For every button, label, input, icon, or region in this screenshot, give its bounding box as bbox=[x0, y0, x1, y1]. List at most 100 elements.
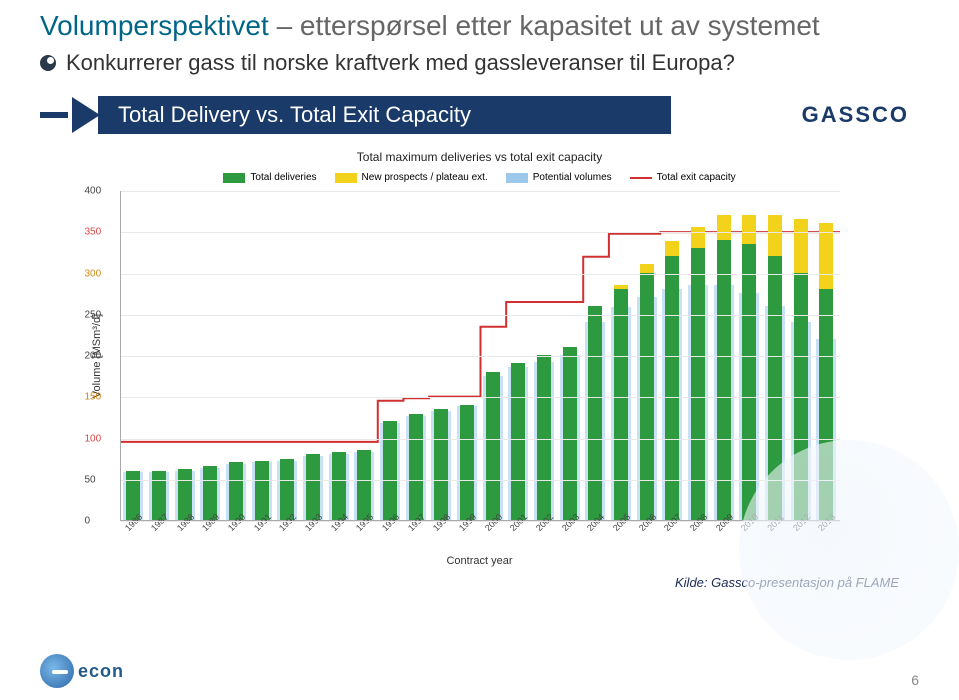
gridline bbox=[121, 521, 840, 522]
y-tick-label: 250 bbox=[85, 309, 102, 320]
new-prospects-seg bbox=[742, 215, 756, 244]
total-deliveries-seg bbox=[537, 355, 551, 520]
chart-title: Total maximum deliveries vs total exit c… bbox=[40, 150, 919, 164]
y-tick-label: 0 bbox=[85, 516, 91, 527]
y-tick-label: 200 bbox=[85, 351, 102, 362]
stacked-bar bbox=[563, 347, 577, 520]
new-prospects-seg bbox=[768, 215, 782, 256]
total-deliveries-seg bbox=[742, 244, 756, 520]
stacked-bar bbox=[717, 215, 731, 520]
stacked-bar bbox=[640, 264, 654, 520]
stacked-bar bbox=[537, 355, 551, 520]
stacked-bar bbox=[229, 462, 243, 520]
gridline bbox=[121, 315, 840, 316]
total-deliveries-seg bbox=[383, 421, 397, 520]
arrow-tail-icon bbox=[40, 112, 68, 118]
legend-label: New prospects / plateau ext. bbox=[362, 172, 488, 183]
legend-label: Potential volumes bbox=[533, 172, 612, 183]
legend-swatch bbox=[223, 173, 245, 183]
legend-swatch bbox=[506, 173, 528, 183]
total-deliveries-seg bbox=[409, 414, 423, 520]
chart: Total maximum deliveries vs total exit c… bbox=[40, 150, 919, 567]
stacked-bar bbox=[768, 215, 782, 520]
title-sub: – etterspørsel etter kapasitet ut av sys… bbox=[277, 10, 820, 41]
bullet-row: Konkurrerer gass til norske kraftverk me… bbox=[40, 50, 919, 76]
y-tick-label: 50 bbox=[85, 474, 96, 485]
legend-item: New prospects / plateau ext. bbox=[335, 172, 488, 183]
stacked-bar bbox=[614, 285, 628, 520]
total-deliveries-seg bbox=[614, 289, 628, 520]
gridline bbox=[121, 397, 840, 398]
title-main: Volumperspektivet bbox=[40, 10, 269, 41]
gridline bbox=[121, 274, 840, 275]
total-deliveries-seg bbox=[357, 450, 371, 520]
y-tick-label: 300 bbox=[85, 268, 102, 279]
banner-left: Total Delivery vs. Total Exit Capacity bbox=[40, 90, 671, 140]
legend: Total deliveries New prospects / plateau … bbox=[40, 172, 919, 183]
total-deliveries-seg bbox=[306, 454, 320, 520]
new-prospects-seg bbox=[794, 219, 808, 273]
legend-label: Total exit capacity bbox=[657, 172, 736, 183]
stacked-bar bbox=[357, 450, 371, 520]
econ-glyph-icon bbox=[40, 654, 74, 688]
total-deliveries-seg bbox=[511, 363, 525, 520]
stacked-bar bbox=[383, 421, 397, 520]
legend-swatch bbox=[335, 173, 357, 183]
total-deliveries-seg bbox=[255, 461, 269, 520]
stacked-bar bbox=[588, 306, 602, 521]
y-tick-label: 350 bbox=[85, 227, 102, 238]
stacked-bar bbox=[742, 215, 756, 520]
footer: econ 6 bbox=[40, 654, 919, 688]
total-deliveries-seg bbox=[332, 452, 346, 520]
new-prospects-seg bbox=[640, 264, 654, 272]
gridline bbox=[121, 232, 840, 233]
stacked-bar bbox=[332, 452, 346, 520]
total-deliveries-seg bbox=[640, 273, 654, 521]
gassco-logo: GASSCO bbox=[802, 102, 919, 128]
stacked-bar bbox=[691, 227, 705, 520]
total-deliveries-seg bbox=[486, 372, 500, 521]
total-deliveries-seg bbox=[819, 289, 833, 520]
gridline bbox=[121, 191, 840, 192]
stacked-bar bbox=[434, 409, 448, 520]
slide-title: Volumperspektivet – etterspørsel etter k… bbox=[40, 10, 919, 42]
total-deliveries-seg bbox=[588, 306, 602, 521]
y-tick-label: 150 bbox=[85, 392, 102, 403]
total-deliveries-seg bbox=[460, 405, 474, 521]
stacked-bar bbox=[306, 454, 320, 520]
total-deliveries-seg bbox=[717, 240, 731, 521]
total-deliveries-seg bbox=[434, 409, 448, 520]
bullet-text: Konkurrerer gass til norske kraftverk me… bbox=[66, 50, 735, 76]
new-prospects-seg bbox=[717, 215, 731, 240]
plot-area: Volume [MSm³/d] 198619871988198919901991… bbox=[120, 191, 840, 521]
banner-title: Total Delivery vs. Total Exit Capacity bbox=[98, 96, 671, 134]
total-deliveries-seg bbox=[563, 347, 577, 520]
legend-item: Potential volumes bbox=[506, 172, 612, 183]
gridline bbox=[121, 439, 840, 440]
legend-label: Total deliveries bbox=[250, 172, 316, 183]
y-tick-label: 400 bbox=[85, 186, 102, 197]
new-prospects-seg bbox=[691, 227, 705, 248]
legend-item: Total exit capacity bbox=[630, 172, 736, 183]
x-axis-label: Contract year bbox=[40, 555, 919, 567]
brand-text: GASSCO bbox=[802, 102, 909, 127]
stacked-bar bbox=[460, 405, 474, 521]
stacked-bar bbox=[819, 223, 833, 520]
y-tick-label: 100 bbox=[85, 433, 102, 444]
legend-item: Total deliveries bbox=[223, 172, 316, 183]
stacked-bar bbox=[665, 241, 679, 520]
source-text: Kilde: Gassco-presentasjon på FLAME bbox=[40, 575, 919, 590]
stacked-bar bbox=[511, 363, 525, 520]
bullet-icon bbox=[40, 55, 56, 71]
econ-text: econ bbox=[78, 661, 124, 682]
arrow-icon bbox=[72, 97, 100, 133]
legend-swatch bbox=[630, 177, 652, 179]
page-number: 6 bbox=[911, 672, 919, 688]
total-deliveries-seg bbox=[280, 459, 294, 520]
stacked-bar bbox=[280, 459, 294, 520]
stacked-bar bbox=[486, 372, 500, 521]
stacked-bar bbox=[255, 461, 269, 520]
new-prospects-seg bbox=[665, 241, 679, 256]
gridline bbox=[121, 356, 840, 357]
econ-logo: econ bbox=[40, 654, 124, 688]
